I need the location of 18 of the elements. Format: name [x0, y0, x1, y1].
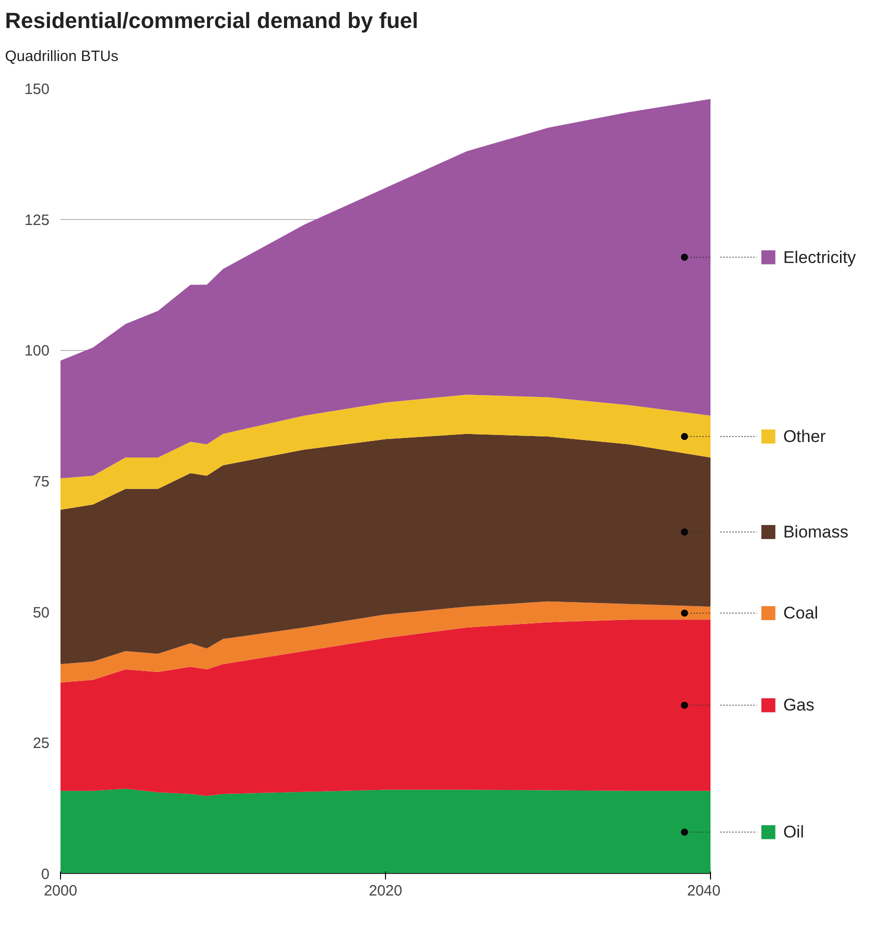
y-tick-label: 50: [32, 604, 50, 622]
legend-label: Coal: [783, 603, 818, 622]
legend-label: Other: [783, 426, 826, 446]
y-tick-label: 0: [41, 866, 50, 883]
legend-label: Oil: [783, 822, 804, 842]
x-tick-label: 2040: [687, 882, 721, 900]
legend-label: Gas: [783, 696, 814, 715]
legend-label: Biomass: [783, 522, 848, 542]
chart-title: Residential/commercial demand by fuel: [5, 7, 418, 35]
x-tick-label: 2020: [368, 882, 402, 900]
y-tick-label: 75: [32, 473, 50, 490]
y-tick-label: 100: [24, 342, 50, 360]
chart-subtitle: Quadrillion BTUs: [5, 47, 118, 68]
y-tick-label: 125: [24, 212, 50, 229]
y-tick-label: 25: [32, 735, 50, 752]
x-tick-label: 2000: [44, 882, 78, 900]
y-tick-label: 150: [24, 80, 50, 98]
legend-label: Electricity: [783, 248, 856, 267]
